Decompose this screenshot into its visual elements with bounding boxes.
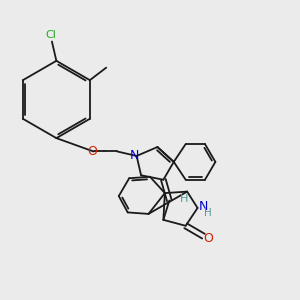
- Text: O: O: [203, 232, 213, 245]
- Text: N: N: [130, 148, 139, 162]
- Text: Cl: Cl: [45, 30, 56, 40]
- Text: N: N: [199, 200, 208, 213]
- Text: O: O: [87, 145, 97, 158]
- Text: H: H: [204, 208, 212, 218]
- Text: H: H: [180, 194, 188, 204]
